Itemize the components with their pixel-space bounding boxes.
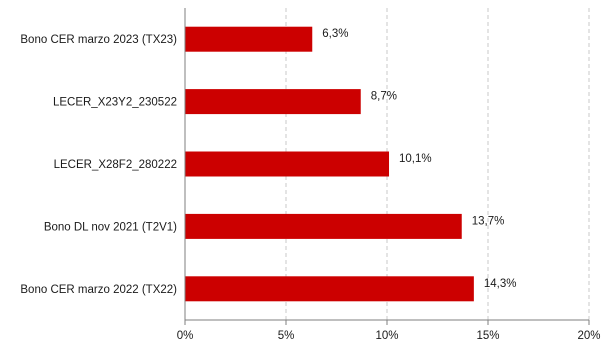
bar (185, 26, 313, 52)
labels: 0% 5% 10% 15% 20% Bono CER marzo 2023 (TX23) 6… (20, 28, 600, 342)
category-label: Bono CER marzo 2022 (TX22) (20, 284, 177, 296)
x-tick-label: 0% (177, 330, 194, 342)
bars (185, 26, 474, 302)
data-label: 14,3% (484, 278, 517, 290)
category-label: Bono CER marzo 2023 (TX23) (20, 34, 177, 46)
bar (185, 213, 462, 239)
axes (184, 8, 590, 325)
bar (185, 89, 361, 115)
x-tick-label: 5% (278, 330, 295, 342)
x-tick-label: 10% (375, 330, 398, 342)
x-tick-label: 15% (476, 330, 499, 342)
category-label: LECER_X23Y2_230522 (53, 97, 177, 109)
data-label: 13,7% (472, 215, 505, 227)
data-label: 6,3% (322, 28, 348, 40)
category-label: LECER_X28F2_280222 (54, 159, 177, 171)
bar (185, 276, 474, 302)
data-label: 8,7% (371, 91, 397, 103)
x-tick-label: 20% (577, 330, 600, 342)
data-label: 10,1% (399, 153, 432, 165)
category-label: Bono DL nov 2021 (T2V1) (44, 221, 177, 233)
bar (185, 151, 390, 177)
